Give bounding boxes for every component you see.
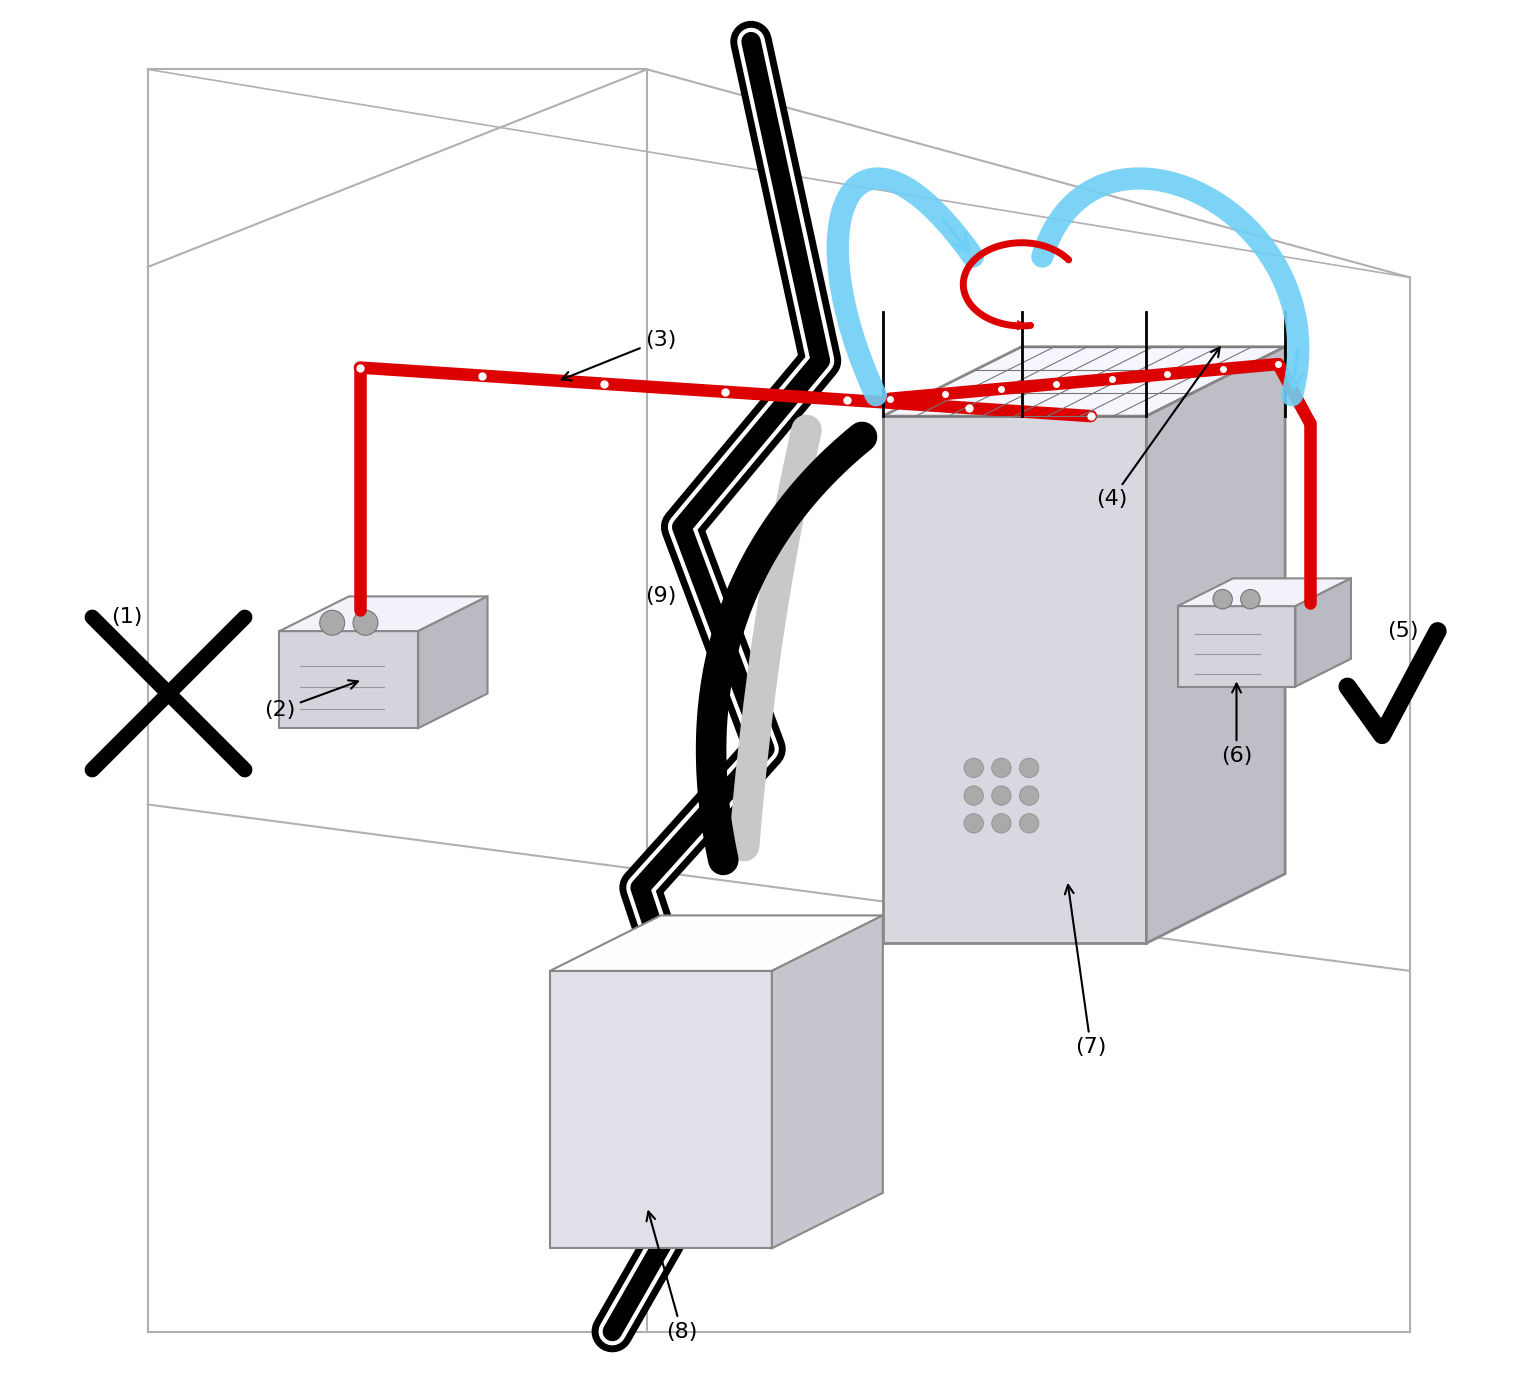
Text: (2): (2) [264,680,358,720]
Circle shape [964,814,984,834]
Polygon shape [279,596,488,631]
Polygon shape [418,596,488,728]
Polygon shape [772,915,882,1248]
Circle shape [1240,589,1260,609]
Polygon shape [1146,347,1286,943]
Circle shape [991,814,1011,834]
Text: (3): (3) [561,330,676,380]
Circle shape [964,759,984,778]
Polygon shape [279,631,418,728]
Circle shape [1019,786,1038,806]
Text: (8): (8) [646,1212,697,1341]
Polygon shape [882,416,1146,943]
Circle shape [320,610,344,635]
Text: (4): (4) [1096,348,1220,509]
Circle shape [1213,589,1233,609]
Circle shape [353,610,377,635]
Circle shape [1019,759,1038,778]
Polygon shape [882,347,1286,416]
Polygon shape [550,915,882,971]
Polygon shape [1296,578,1351,687]
Text: (9): (9) [646,587,676,606]
Polygon shape [1178,578,1351,606]
Circle shape [991,759,1011,778]
Text: (1): (1) [111,608,143,627]
Circle shape [1019,814,1038,834]
Text: (6): (6) [1220,684,1252,766]
Polygon shape [550,971,772,1248]
Polygon shape [1178,606,1296,687]
Text: (5): (5) [1387,621,1419,641]
Circle shape [964,786,984,806]
Text: (7): (7) [1064,885,1107,1057]
Circle shape [991,786,1011,806]
